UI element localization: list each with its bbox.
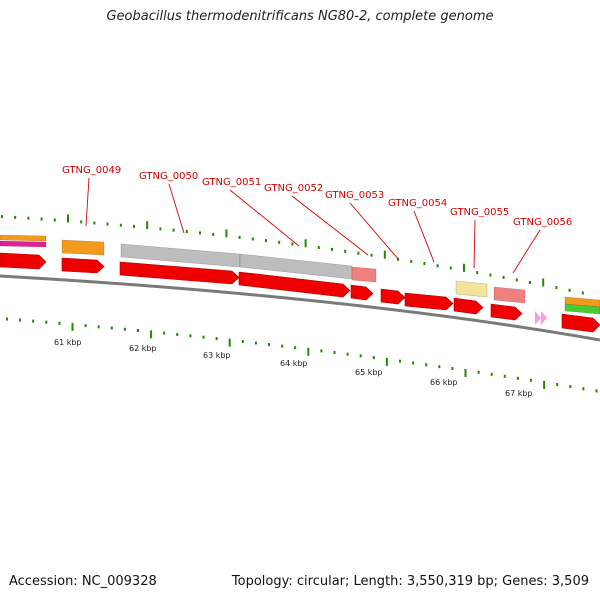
gene-0052-feature <box>351 266 377 283</box>
kbp-labels: 61 kbp 62 kbp 63 kbp 64 kbp 65 kbp 66 kbp 67 k… <box>54 338 533 398</box>
left-orange-feature <box>0 234 47 242</box>
chevron-feature <box>535 311 541 325</box>
gene-0049-feature <box>61 239 105 256</box>
gene-0049-arrow <box>61 257 105 274</box>
gene-0056-arrow <box>490 303 523 321</box>
genome-backbone <box>0 274 600 342</box>
gene-label: GTNG_0053 <box>325 190 384 201</box>
kbp-label: 62 kbp <box>129 344 157 353</box>
outer-tick-ring <box>1 214 584 295</box>
gene-0055-arrow <box>453 297 484 315</box>
kbp-label: 67 kbp <box>505 389 533 398</box>
gene-0054-arrow <box>404 292 454 311</box>
gene-leader-line <box>168 183 185 234</box>
gene-leader-line <box>512 229 541 274</box>
right-green-feature <box>564 303 600 315</box>
genome-summary-text: Topology: circular; Length: 3,550,319 bp… <box>231 574 589 589</box>
gene-label: GTNG_0054 <box>388 198 447 209</box>
kbp-label: 61 kbp <box>54 338 82 347</box>
kbp-label: 65 kbp <box>355 368 383 377</box>
gene-labels: GTNG_0049GTNG_0050GTNG_0051GTNG_0052GTNG… <box>62 165 572 274</box>
gene-label: GTNG_0056 <box>513 217 572 228</box>
gene-leader-line <box>473 219 476 269</box>
gene-0053-arrow <box>380 288 406 305</box>
kbp-label: 63 kbp <box>203 351 231 360</box>
right-gene-arrow <box>561 313 600 333</box>
gene-leader-line <box>291 195 369 256</box>
left-magenta-feature <box>0 240 47 248</box>
gene-0050-arrow <box>119 261 240 285</box>
gene-leader-line <box>349 202 400 261</box>
gene-leader-line <box>413 210 435 263</box>
gene-label: GTNG_0052 <box>264 183 323 194</box>
kbp-label: 64 kbp <box>280 359 308 368</box>
gene-label: GTNG_0055 <box>450 207 509 218</box>
gene-label: GTNG_0050 <box>139 171 198 182</box>
gene-0056-feature <box>493 286 526 304</box>
gene-0051-arrow <box>238 271 351 298</box>
gene-0052-arrow <box>350 284 374 301</box>
accession-text: Accession: NC_009328 <box>9 574 157 589</box>
map-title: Geobacillus thermodenitrificans NG80-2, … <box>106 9 494 24</box>
left-gene-arrow <box>0 252 47 270</box>
chevron-feature <box>541 311 547 325</box>
inner-tick-ring <box>6 317 598 393</box>
gene-leader-line <box>229 189 300 247</box>
kbp-label: 66 kbp <box>430 378 458 387</box>
gene-leader-line <box>85 177 90 227</box>
gene-0055-feature <box>455 280 488 298</box>
gene-features <box>0 234 600 333</box>
right-orange-feature <box>564 296 600 308</box>
gene-label: GTNG_0049 <box>62 165 121 176</box>
gene-label: GTNG_0051 <box>202 177 261 188</box>
